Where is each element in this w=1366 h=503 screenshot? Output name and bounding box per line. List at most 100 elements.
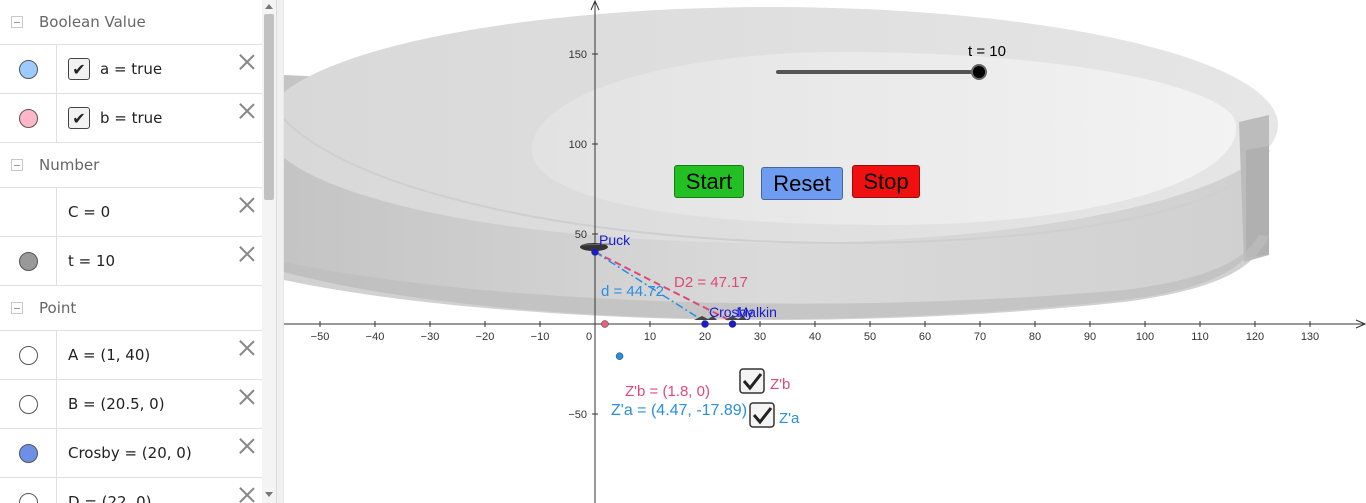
x-tick-label: 10 xyxy=(644,331,656,343)
reset-button[interactable]: Reset xyxy=(761,167,843,200)
algebra-row[interactable]: Crosby = (20, 0) xyxy=(0,429,262,478)
y-tick-label: 150 xyxy=(569,49,587,61)
scroll-thumb[interactable] xyxy=(264,14,274,200)
marble-cell[interactable] xyxy=(0,380,57,428)
algebra-expression[interactable]: C = 0 xyxy=(68,203,110,221)
t-slider[interactable]: t = 10 xyxy=(776,43,1006,80)
algebra-scrollbar[interactable] xyxy=(262,0,276,503)
delete-icon[interactable] xyxy=(238,388,256,406)
panel-divider[interactable] xyxy=(276,0,284,503)
x-tick-label: 20 xyxy=(699,331,711,343)
x-tick-label: 0 xyxy=(586,331,592,343)
x-tick-label: 90 xyxy=(1084,331,1096,343)
slider-knob[interactable] xyxy=(971,64,987,80)
x-tick-label: 80 xyxy=(1029,331,1041,343)
algebra-expression[interactable]: t = 10 xyxy=(68,252,115,270)
expression-text: C = 0 xyxy=(68,203,111,221)
marble-cell[interactable] xyxy=(0,94,57,142)
marble-cell[interactable] xyxy=(0,45,57,93)
algebra-row[interactable]: D = (22, 0) xyxy=(0,478,262,503)
point-marker[interactable] xyxy=(615,352,624,360)
visibility-marble-icon[interactable] xyxy=(18,443,38,463)
delete-icon[interactable] xyxy=(238,53,256,71)
x-tick-label: 60 xyxy=(919,331,931,343)
visibility-marble-icon[interactable] xyxy=(18,59,38,79)
x-tick-label: 120 xyxy=(1246,331,1264,343)
algebra-row[interactable]: t = 10 xyxy=(0,237,262,286)
algebra-row[interactable]: ✔ b = true xyxy=(0,94,262,143)
category-label: Number xyxy=(39,156,100,174)
x-tick-label: 110 xyxy=(1191,331,1209,343)
category-label: Point xyxy=(39,299,77,317)
collapse-icon[interactable] xyxy=(11,16,23,28)
algebra-category[interactable]: Point xyxy=(0,286,262,331)
expression-text: A = (1, 40) xyxy=(68,346,151,364)
za-checkbox[interactable]: Z'a xyxy=(749,402,800,428)
algebra-row[interactable]: ✔ a = true xyxy=(0,45,262,94)
point-malkin[interactable] xyxy=(728,320,737,328)
collapse-icon[interactable] xyxy=(11,159,23,171)
algebra-row[interactable]: B = (20.5, 0) xyxy=(0,380,262,429)
x-tick-label: −30 xyxy=(421,331,440,343)
marble-cell[interactable] xyxy=(0,331,57,379)
delete-icon[interactable] xyxy=(238,339,256,357)
scroll-up-arrow-icon[interactable] xyxy=(265,4,273,9)
expression-text: D = (22, 0) xyxy=(68,493,152,503)
x-tick-label: 40 xyxy=(809,331,821,343)
delete-icon[interactable] xyxy=(238,437,256,455)
start-button[interactable]: Start xyxy=(674,165,744,198)
delete-icon[interactable] xyxy=(238,102,256,120)
visibility-marble-icon[interactable] xyxy=(18,492,38,503)
algebra-category[interactable]: Boolean Value xyxy=(0,0,262,45)
x-tick-label: −50 xyxy=(311,331,330,343)
algebra-row[interactable]: A = (1, 40) xyxy=(0,331,262,380)
zb-checkbox[interactable]: Z'b xyxy=(739,368,790,394)
y-tick-label: 100 xyxy=(569,139,587,151)
algebra-expression[interactable]: ✔ b = true xyxy=(68,107,162,129)
point-puck[interactable] xyxy=(591,248,599,256)
visibility-marble-icon[interactable] xyxy=(18,345,38,365)
graphics-view[interactable]: −50 −40 −30 −20 −10 0 10 20 30 40 50 60 70 80 90 100 110… xyxy=(284,0,1366,503)
za-checkbox-label: Z'a xyxy=(779,410,800,427)
expression-text: Crosby = (20, 0) xyxy=(68,444,192,462)
x-tick-label: 30 xyxy=(754,331,766,343)
algebra-category[interactable]: Number xyxy=(0,143,262,188)
marble-cell[interactable] xyxy=(0,237,57,285)
expression-text: B = (20.5, 0) xyxy=(68,395,165,413)
algebra-expression[interactable]: B = (20.5, 0) xyxy=(68,395,165,413)
visibility-marble-icon[interactable] xyxy=(18,394,38,414)
stop-button[interactable]: Stop xyxy=(852,165,920,198)
marble-cell[interactable] xyxy=(0,429,57,477)
x-tick-label: −10 xyxy=(531,331,550,343)
marble-cell[interactable] xyxy=(0,478,57,503)
algebra-row[interactable]: C = 0 xyxy=(0,188,262,237)
algebra-expression[interactable]: A = (1, 40) xyxy=(68,346,150,364)
algebra-expression[interactable]: D = (22, 0) xyxy=(68,493,152,503)
boolean-checkbox[interactable]: ✔ xyxy=(68,58,90,80)
puck-graphic xyxy=(580,243,611,251)
boolean-checkbox[interactable]: ✔ xyxy=(68,107,90,129)
x-tick-label: 100 xyxy=(1136,331,1154,343)
collapse-icon[interactable] xyxy=(11,302,23,314)
delete-icon[interactable] xyxy=(238,486,256,503)
algebra-expression[interactable]: Crosby = (20, 0) xyxy=(68,444,192,462)
point-zb-label: Z'b = (1.8, 0) xyxy=(625,383,710,400)
x-tick-label: 130 xyxy=(1301,331,1319,343)
visibility-marble-icon[interactable] xyxy=(18,251,38,271)
x-tick-label: 50 xyxy=(864,331,876,343)
graphics-canvas[interactable]: −50 −40 −30 −20 −10 0 10 20 30 40 50 60 70 80 90 100 110… xyxy=(284,0,1366,503)
player-crosby-graphic xyxy=(694,316,717,320)
delete-icon[interactable] xyxy=(238,245,256,263)
rink-image xyxy=(284,7,1278,321)
scroll-down-arrow-icon[interactable] xyxy=(265,492,273,497)
point-za-label: Z'a = (4.47, -17.89) xyxy=(611,402,747,419)
marble-cell[interactable] xyxy=(0,188,57,236)
delete-icon[interactable] xyxy=(238,196,256,214)
x-tick-label: 70 xyxy=(974,331,986,343)
algebra-expression[interactable]: ✔ a = true xyxy=(68,58,162,80)
algebra-panel: Boolean Value ✔ a = true ✔ b = true Number C =… xyxy=(0,0,276,503)
point-marker[interactable] xyxy=(601,320,609,328)
point-crosby[interactable] xyxy=(701,320,709,328)
slider-label: t = 10 xyxy=(968,43,1006,60)
visibility-marble-icon[interactable] xyxy=(18,108,38,128)
